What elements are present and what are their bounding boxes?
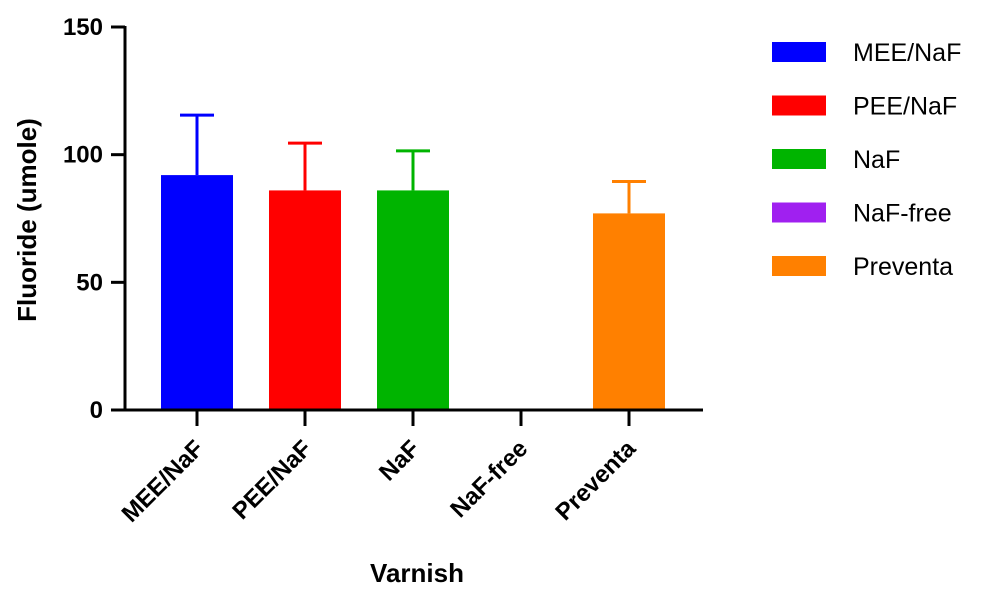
legend-swatch: [772, 203, 826, 223]
x-tick-label: Preventa: [550, 435, 641, 526]
legend-label: NaF-free: [853, 200, 952, 228]
y-tick-label: 0: [90, 397, 103, 424]
x-tick-label: NaF-free: [445, 435, 533, 523]
legend-swatch: [772, 256, 826, 276]
bar-naf: [377, 190, 449, 410]
legend-label: MEE/NaF: [853, 39, 961, 67]
legend-swatch: [772, 96, 826, 116]
x-ticks-layer: MEE/NaF PEE/NaF NaF NaF-free Preventa: [117, 410, 642, 528]
y-ticks-layer: 0 50 100 150: [63, 14, 125, 424]
y-axis-title: Fluoride (umole): [12, 118, 42, 322]
bar-mee-naf: [161, 175, 233, 410]
legend-label: Preventa: [853, 253, 953, 281]
bars-layer: [161, 175, 665, 410]
bar-preventa: [593, 213, 665, 410]
x-tick-label: MEE/NaF: [117, 435, 210, 528]
legend: MEE/NaF PEE/NaF NaF NaF-free Preventa: [772, 39, 961, 281]
y-tick-label: 100: [63, 142, 103, 169]
x-tick-label: NaF: [374, 435, 425, 486]
bar-pee-naf: [269, 190, 341, 410]
y-tick-label: 50: [76, 269, 103, 296]
legend-label: NaF: [853, 146, 900, 174]
legend-swatch: [772, 149, 826, 169]
y-tick-label: 150: [63, 14, 103, 41]
legend-label: PEE/NaF: [853, 93, 957, 121]
x-axis-title: Varnish: [370, 558, 464, 588]
x-tick-label: PEE/NaF: [227, 435, 317, 525]
legend-swatch: [772, 42, 826, 62]
